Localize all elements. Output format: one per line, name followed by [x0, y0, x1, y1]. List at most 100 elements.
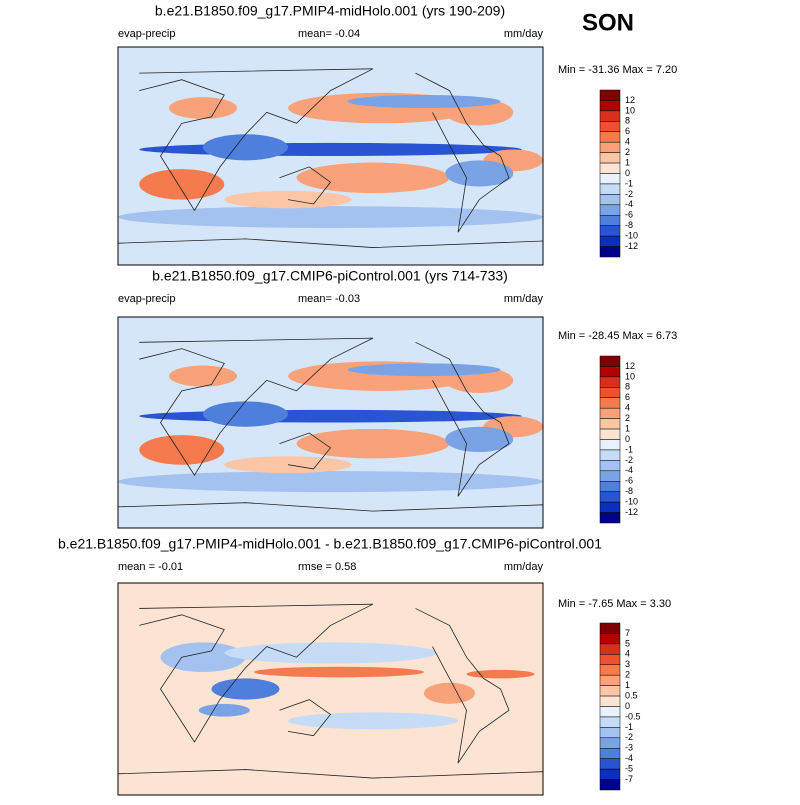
coastline [139, 603, 374, 743]
coastline [118, 238, 543, 248]
center-label: mean= -0.03 [298, 293, 360, 305]
units-label: mm/day [504, 28, 544, 40]
colorbar-label: 2 [625, 413, 630, 423]
coastline [139, 337, 374, 477]
colorbar-label: 7 [625, 628, 630, 638]
colorbar-label: 1 [625, 680, 630, 690]
map-field [288, 712, 458, 730]
colorbar-box [599, 758, 621, 770]
colorbar-box [599, 407, 621, 419]
colorbar-label: 8 [625, 116, 630, 126]
coastline [279, 699, 332, 737]
colorbar-label: 0 [625, 168, 630, 178]
colorbar-box [599, 110, 621, 122]
colorbar-label: -6 [625, 476, 633, 486]
colorbar-label: -3 [625, 743, 633, 753]
map [118, 47, 543, 265]
colorbar-label: 3 [625, 659, 630, 669]
colorbar-box [599, 695, 621, 707]
map-field [139, 409, 522, 423]
colorbar-box [599, 633, 621, 645]
colorbar-label: -5 [625, 764, 633, 774]
colorbar-label: 0 [625, 434, 630, 444]
map-field [445, 160, 514, 187]
coastline [279, 432, 332, 470]
colorbar-label: 6 [625, 392, 630, 402]
map-field [296, 428, 450, 459]
coastline [415, 72, 510, 233]
map-frame [117, 316, 544, 529]
left-label: evap-precip [118, 28, 175, 40]
season-label: SON [582, 9, 634, 36]
colorbar-label: -10 [625, 231, 638, 241]
map-field [139, 169, 225, 200]
map [118, 317, 543, 528]
colorbar-label: -4 [625, 199, 633, 209]
colorbar-box [599, 246, 621, 258]
coastline [118, 769, 543, 779]
panel: b.e21.B1850.f09_g17.PMIP4-midHolo.001 - … [58, 536, 671, 796]
map-field [169, 365, 237, 387]
coastline [139, 68, 374, 212]
map-field [466, 669, 535, 679]
colorbar-label: -12 [625, 241, 638, 251]
colorbar-label: 0.5 [625, 690, 638, 700]
colorbar-box [599, 376, 621, 388]
colorbar-box [599, 141, 621, 153]
colorbar-box [599, 748, 621, 759]
min-max-label: Min = -7.65 Max = 3.30 [558, 598, 671, 610]
coastline [415, 341, 510, 497]
colorbar-label: -1 [625, 444, 633, 454]
colorbar-label: -12 [625, 507, 638, 517]
colorbar-label: -0.5 [625, 711, 641, 721]
colorbar-label: 10 [625, 371, 635, 381]
map [118, 583, 543, 795]
colorbar-label: -7 [625, 774, 633, 784]
map-field [211, 678, 280, 700]
panel: b.e21.B1850.f09_g17.PMIP4-midHolo.001 (y… [117, 3, 677, 266]
map-field [139, 435, 225, 465]
colorbar-label: 4 [625, 649, 630, 659]
map-field [347, 94, 501, 109]
colorbar-label: 10 [625, 105, 635, 115]
colorbar-label: 2 [625, 147, 630, 157]
panel-title: b.e21.B1850.f09_g17.PMIP4-midHolo.001 - … [58, 536, 602, 552]
colorbar-label: 0 [625, 701, 630, 711]
colorbar-box [599, 449, 621, 461]
colorbar-label: -6 [625, 210, 633, 220]
colorbar-box [599, 491, 621, 503]
left-label: mean = -0.01 [118, 561, 183, 573]
panel: b.e21.B1850.f09_g17.CMIP6-piControl.001 … [117, 268, 677, 529]
colorbar-box [599, 654, 621, 665]
colorbar-box [599, 428, 621, 440]
panel-title: b.e21.B1850.f09_g17.PMIP4-midHolo.001 (y… [155, 3, 505, 19]
colorbar-box [599, 460, 621, 472]
colorbar-box [599, 439, 621, 451]
map-field [347, 363, 501, 377]
colorbar-label: -10 [625, 497, 638, 507]
colorbar-box [599, 622, 621, 634]
colorbar-label: 12 [625, 361, 635, 371]
colorbar-box [599, 366, 621, 378]
center-label: mean= -0.04 [298, 28, 360, 40]
colorbar-label: 12 [625, 95, 635, 105]
map-field [445, 426, 514, 453]
colorbar-box [599, 204, 621, 216]
colorbar-box [599, 355, 621, 367]
colorbar-box [599, 674, 621, 686]
colorbar-label: 1 [625, 157, 630, 167]
colorbar-box [599, 643, 621, 655]
colorbar-box [599, 470, 621, 482]
map-field [118, 471, 543, 493]
colorbar-box [599, 481, 621, 492]
colorbar-box [599, 89, 621, 101]
map-field [203, 401, 288, 427]
units-label: mm/day [504, 293, 544, 305]
min-max-label: Min = -31.36 Max = 7.20 [558, 64, 677, 76]
colorbar-box [599, 512, 621, 524]
colorbar-box [599, 768, 621, 780]
colorbar-box [599, 235, 621, 247]
center-label: rmse = 0.58 [298, 561, 356, 573]
colorbar-box [599, 131, 621, 143]
